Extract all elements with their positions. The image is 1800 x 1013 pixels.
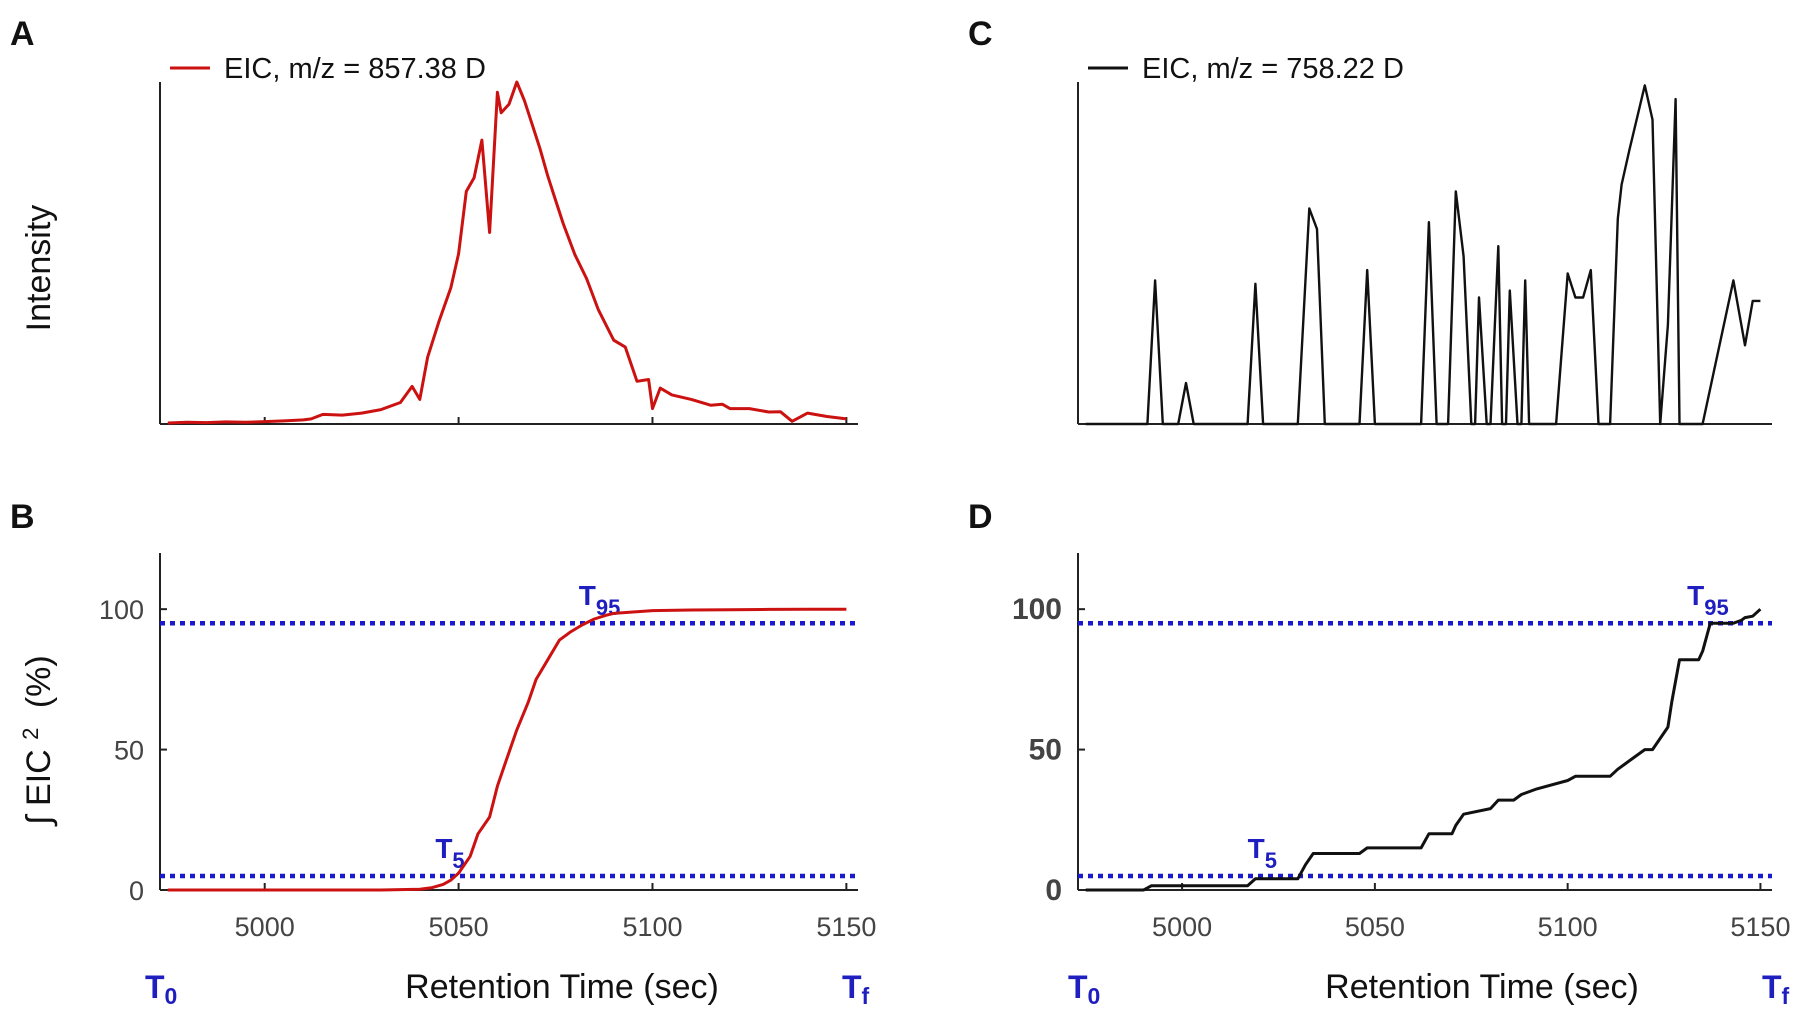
y-tick-label-d-1: 50 bbox=[1029, 734, 1062, 767]
y-axis-title-cumulative-sup: 2 bbox=[18, 728, 43, 740]
threshold-label-d-5: T5 bbox=[1248, 833, 1277, 873]
y-axis-title-cumulative-main: ∫ EIC bbox=[20, 749, 58, 826]
x-tick-label-d-1: 5050 bbox=[1345, 912, 1405, 942]
x-axis-title-d: Retention Time (sec) bbox=[1325, 968, 1639, 1006]
x-tick-label-d-2: 5100 bbox=[1538, 912, 1598, 942]
y-axis-title-cumulative: ∫ EIC 2 (%) bbox=[8, 655, 58, 826]
x-tick-label-b-1: 5050 bbox=[429, 912, 489, 942]
panel-letter-a: A bbox=[10, 15, 35, 53]
y-axis-title-intensity: Intensity bbox=[20, 205, 58, 332]
charts-layer: EIC, m/z = 857.38 D 5000 5050 5100 5150 0 50 10… bbox=[99, 53, 1791, 942]
y-tick-label-d-2: 100 bbox=[1012, 593, 1062, 626]
y-tick-label-b-0: 0 bbox=[129, 876, 144, 906]
panel-letter-c: C bbox=[968, 15, 993, 53]
y-tick-label-d-0: 0 bbox=[1045, 874, 1062, 907]
x-tick-label-d-3: 5150 bbox=[1730, 912, 1790, 942]
x-tick-label-b-2: 5100 bbox=[622, 912, 682, 942]
y-axis-title-cumulative-unit: (%) bbox=[20, 655, 58, 708]
series-line-c-0 bbox=[1085, 84, 1761, 426]
series-line-d-0 bbox=[1085, 608, 1762, 892]
x-tick-label-b-0: 5000 bbox=[235, 912, 295, 942]
panel-letter-b: B bbox=[10, 498, 35, 536]
x-tick-label-d-0: 5000 bbox=[1152, 912, 1212, 942]
t0-label-d: T0 bbox=[1068, 969, 1100, 1009]
tf-label-b: Tf bbox=[842, 969, 870, 1009]
series-line-a-0 bbox=[167, 80, 847, 425]
panel-letter-d: D bbox=[968, 498, 993, 536]
threshold-label-b-5: T5 bbox=[435, 833, 464, 873]
x-tick-label-b-3: 5150 bbox=[816, 912, 876, 942]
threshold-label-d-95: T95 bbox=[1687, 580, 1729, 620]
legend-label-a: EIC, m/z = 857.38 D bbox=[224, 53, 486, 85]
y-tick-label-b-2: 100 bbox=[99, 595, 144, 625]
tf-label-d: Tf bbox=[1762, 969, 1790, 1009]
y-tick-label-b-1: 50 bbox=[114, 736, 144, 766]
t0-label-b: T0 bbox=[145, 969, 177, 1009]
series-line-b-0 bbox=[167, 607, 847, 892]
legend-label-c: EIC, m/z = 758.22 D bbox=[1142, 53, 1404, 85]
x-axis-title-b: Retention Time (sec) bbox=[405, 968, 719, 1006]
